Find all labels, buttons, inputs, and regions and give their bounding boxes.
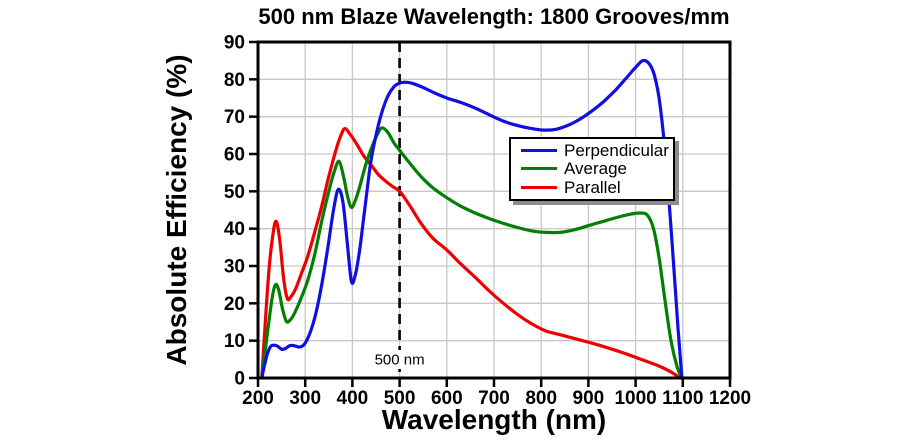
x-tick-label: 1000 [614, 388, 656, 409]
legend-label: Average [564, 159, 628, 179]
x-tick-label: 500 [384, 388, 416, 409]
y-tick-label: 70 [224, 107, 245, 128]
legend-entry-parallel: Parallel [521, 179, 673, 197]
x-tick-label: 700 [478, 388, 510, 409]
x-tick-label: 200 [242, 388, 274, 409]
legend-box: Perpendicular Average Parallel [509, 137, 675, 201]
x-tick-label: 600 [431, 388, 463, 409]
chart-title: 500 nm Blaze Wavelength: 1800 Grooves/mm [258, 4, 730, 29]
legend-line-sample [521, 167, 557, 171]
legend-line-sample [521, 148, 557, 152]
y-tick-label: 60 [224, 145, 245, 166]
y-tick-label: 40 [224, 219, 245, 240]
blaze-label: 500 nm [375, 352, 425, 369]
y-tick-label: 0 [234, 369, 245, 390]
y-tick-label: 30 [224, 257, 245, 278]
y-tick-label: 20 [224, 294, 245, 315]
x-tick-label: 300 [289, 388, 321, 409]
y-tick-label: 90 [224, 33, 245, 54]
x-tick-label: 900 [573, 388, 605, 409]
x-tick-label: 1100 [662, 388, 703, 409]
legend-entry-average: Average [521, 160, 673, 178]
y-tick-label: 50 [224, 182, 245, 203]
x-tick-label: 800 [525, 388, 557, 409]
legend-label: Perpendicular [564, 140, 669, 160]
series-curve-perpendicular [260, 58, 684, 380]
series-curve-parallel [260, 127, 682, 380]
x-tick-label: 1200 [709, 388, 751, 409]
legend-line-sample [521, 186, 557, 190]
y-tick-label: 80 [224, 70, 245, 91]
series-curve-average [260, 126, 684, 380]
legend-entry-perpendicular: Perpendicular [521, 141, 673, 159]
x-axis-label: Wavelength (nm) [381, 404, 607, 435]
blaze-label-backing [368, 350, 431, 369]
y-tick-label: 10 [224, 331, 245, 352]
legend-label: Parallel [564, 178, 621, 198]
x-tick-label: 400 [337, 388, 369, 409]
